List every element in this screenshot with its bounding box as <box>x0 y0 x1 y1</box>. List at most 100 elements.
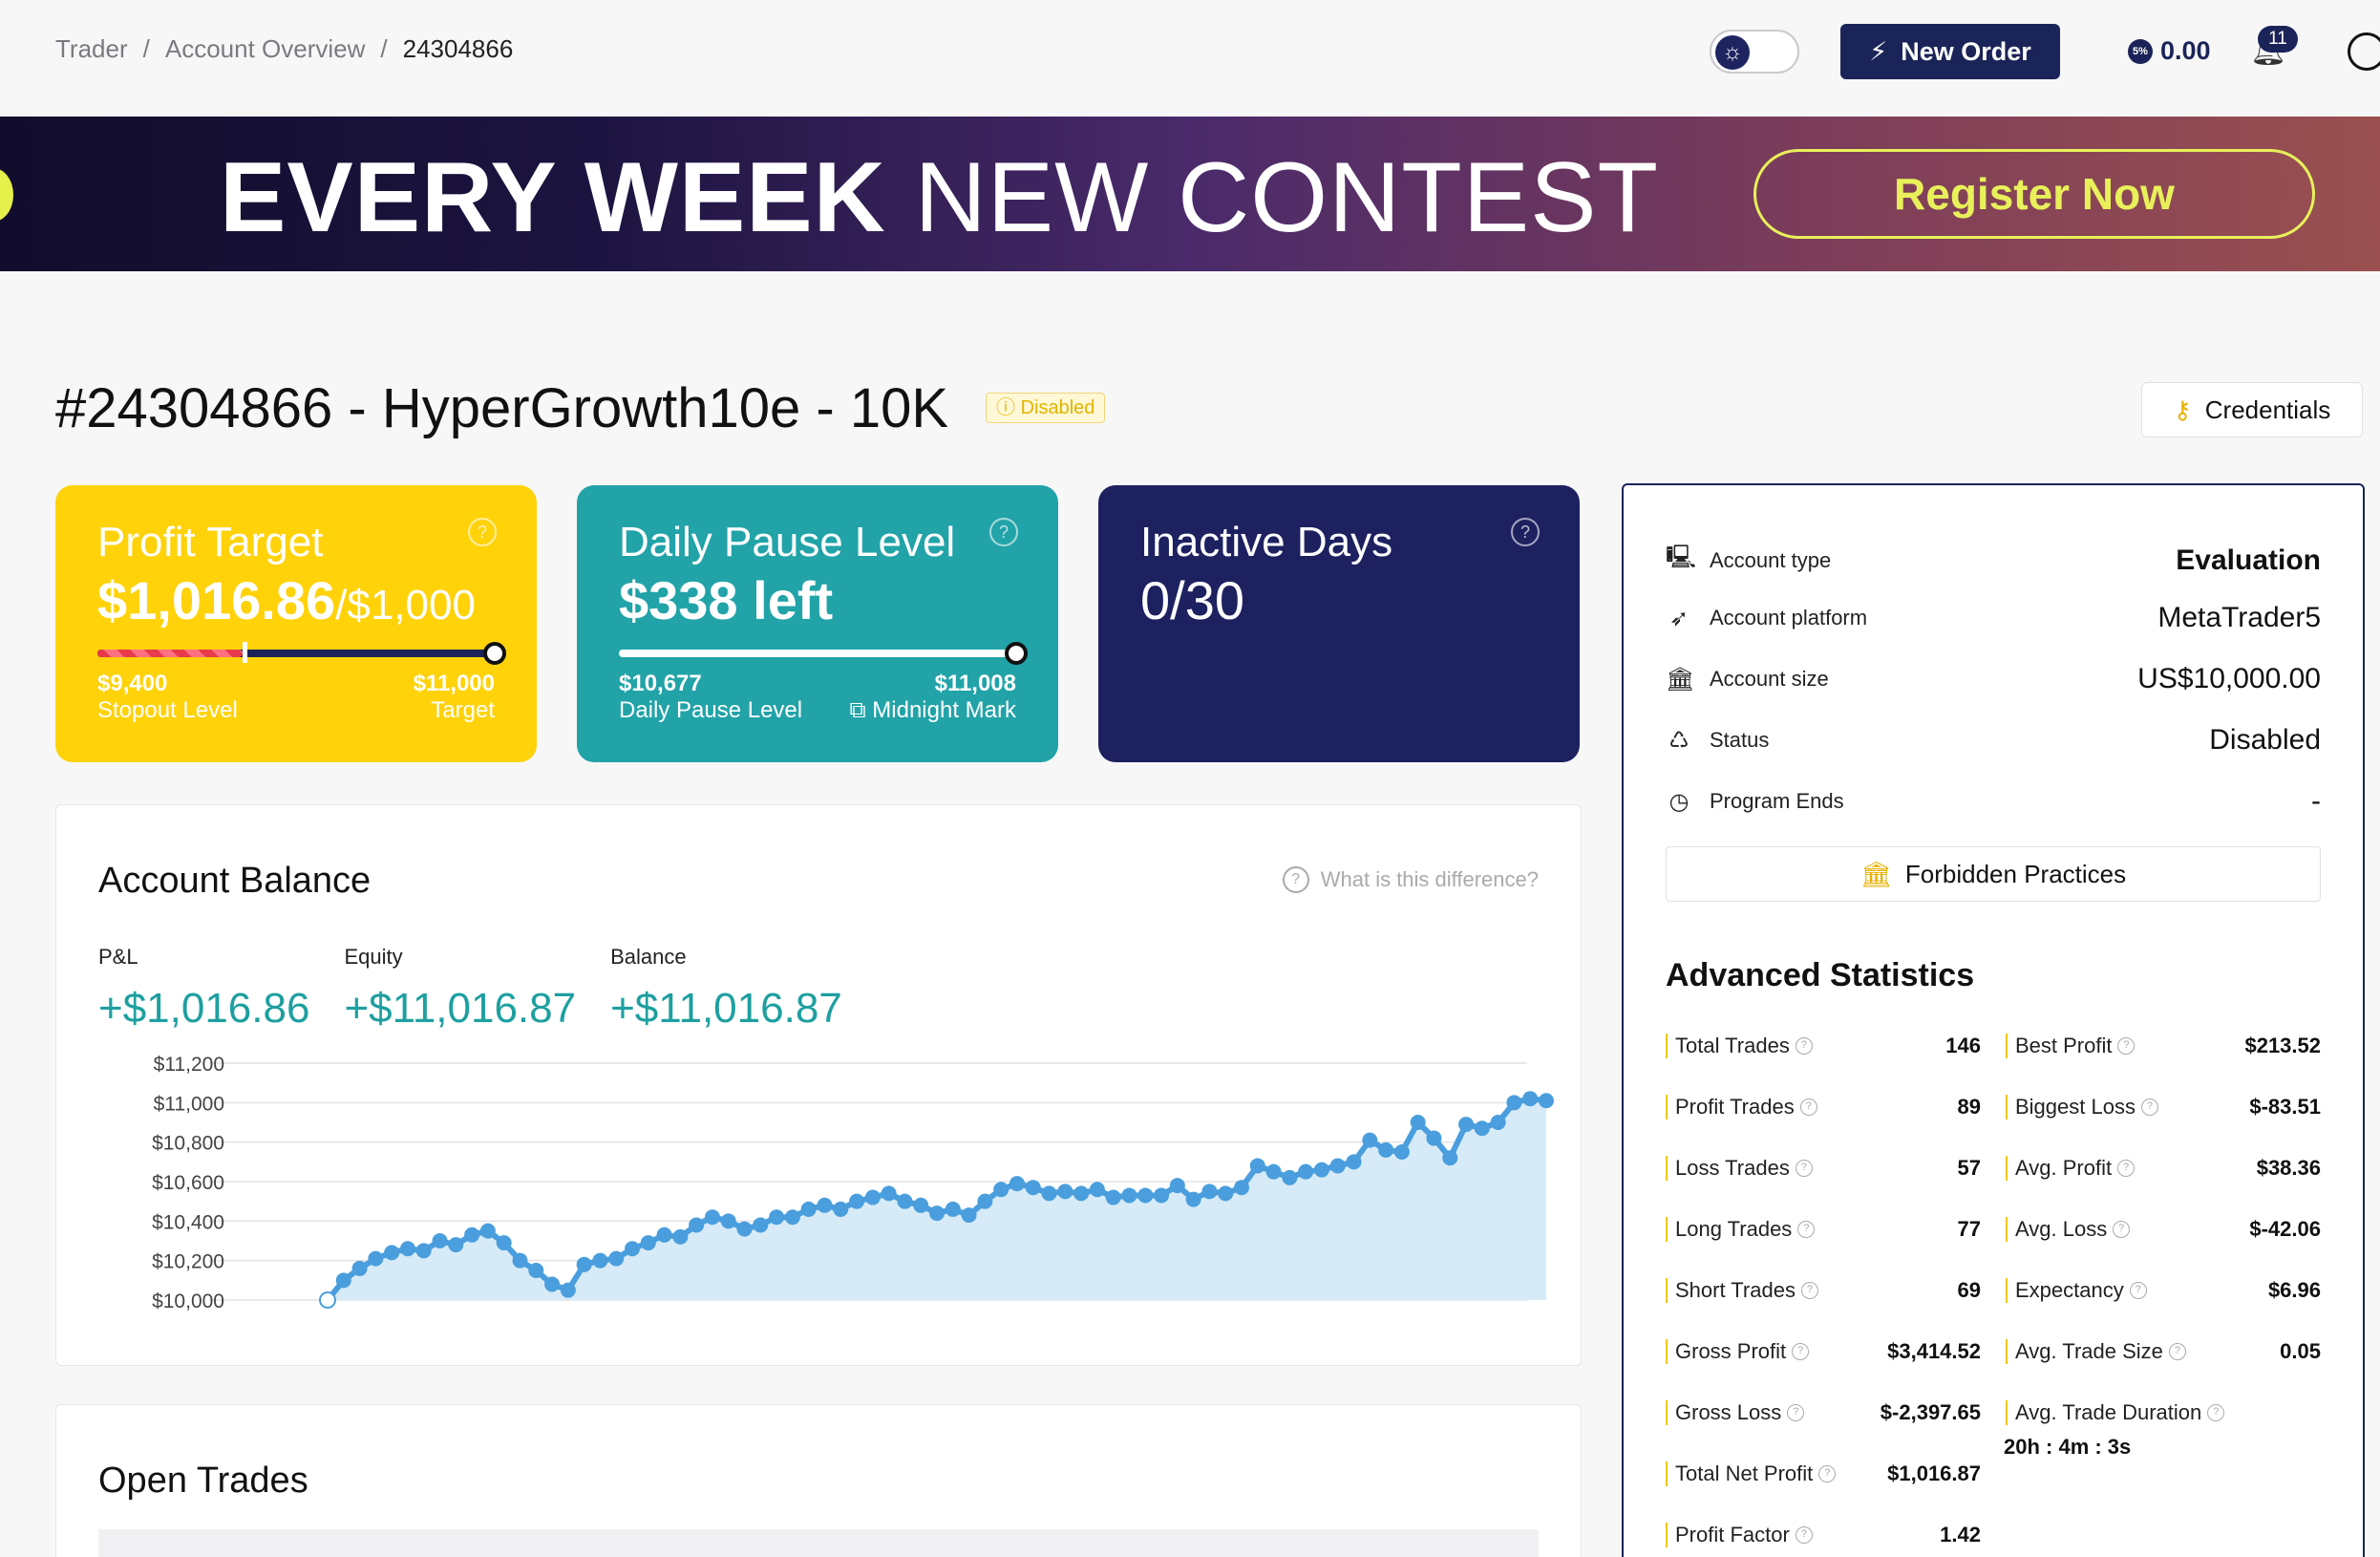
data-point[interactable] <box>864 1189 881 1205</box>
data-point[interactable] <box>1025 1180 1041 1196</box>
data-point[interactable] <box>1426 1130 1442 1146</box>
help-icon[interactable]: ? <box>2140 1098 2158 1116</box>
data-point[interactable] <box>576 1256 592 1272</box>
data-point[interactable] <box>496 1235 512 1251</box>
data-point[interactable] <box>1298 1163 1314 1180</box>
data-point[interactable] <box>1105 1189 1121 1205</box>
data-point[interactable] <box>1185 1191 1201 1207</box>
data-point[interactable] <box>464 1226 480 1243</box>
balance-chart[interactable]: $10,000 $10,200 $10,400 $10,600 $10,800 $11,0… <box>85 1040 1556 1346</box>
data-point[interactable] <box>784 1209 800 1226</box>
help-icon[interactable]: ? <box>2168 1343 2186 1360</box>
data-point[interactable] <box>817 1197 833 1213</box>
help-icon[interactable]: ? <box>2207 1404 2225 1421</box>
help-icon[interactable]: ? <box>2117 1160 2136 1177</box>
breadcrumb-item-account-overview[interactable]: Account Overview <box>164 34 366 63</box>
data-point[interactable] <box>479 1223 496 1239</box>
help-icon[interactable]: ? <box>1787 1404 1805 1421</box>
data-point[interactable] <box>1169 1178 1185 1194</box>
breadcrumb-item-trader[interactable]: Trader <box>55 34 128 63</box>
help-icon[interactable]: ? <box>1818 1465 1837 1482</box>
user-avatar-icon[interactable] <box>2348 32 2380 71</box>
theme-toggle[interactable]: ☼ <box>1710 30 1799 74</box>
data-point[interactable] <box>1458 1117 1475 1133</box>
data-point[interactable] <box>1234 1180 1249 1196</box>
data-point[interactable] <box>1329 1158 1346 1174</box>
data-point[interactable] <box>625 1241 640 1257</box>
data-point[interactable] <box>913 1197 929 1213</box>
data-point[interactable] <box>1539 1093 1554 1109</box>
credentials-button[interactable]: ⚷ Credentials <box>2141 382 2363 437</box>
data-point[interactable] <box>1041 1185 1057 1202</box>
data-point[interactable] <box>1410 1115 1426 1130</box>
data-point[interactable] <box>368 1250 384 1267</box>
data-point[interactable] <box>384 1245 400 1261</box>
data-point[interactable] <box>1474 1120 1490 1137</box>
data-point[interactable] <box>1057 1184 1073 1200</box>
data-point[interactable] <box>415 1243 432 1259</box>
difference-help-link[interactable]: ? What is this difference? <box>1282 866 1539 893</box>
data-point[interactable] <box>833 1201 849 1217</box>
data-point[interactable] <box>800 1201 817 1217</box>
new-order-button[interactable]: ⚡ New Order <box>1840 24 2060 79</box>
data-point[interactable] <box>528 1263 544 1278</box>
data-point[interactable] <box>1249 1158 1265 1174</box>
data-point[interactable] <box>1137 1187 1154 1204</box>
help-icon[interactable]: ? <box>1795 1526 1813 1544</box>
external-link-icon[interactable]: ⧉ <box>849 697 873 723</box>
help-icon[interactable]: ? <box>1800 1282 1818 1299</box>
data-point[interactable] <box>769 1209 785 1226</box>
wallet-balance[interactable]: 5% 0.00 <box>2128 36 2211 66</box>
data-point[interactable] <box>1346 1154 1362 1170</box>
data-point[interactable] <box>608 1250 625 1267</box>
data-point[interactable] <box>1218 1185 1234 1202</box>
data-point[interactable] <box>640 1235 656 1251</box>
data-point[interactable] <box>1265 1163 1282 1180</box>
help-icon[interactable]: ? <box>1795 1037 1813 1055</box>
data-point[interactable] <box>1009 1176 1025 1192</box>
help-icon[interactable]: ? <box>1511 518 1540 546</box>
data-point[interactable] <box>672 1228 689 1245</box>
data-point[interactable] <box>1154 1187 1170 1204</box>
data-point[interactable] <box>1378 1141 1394 1158</box>
forbidden-practices-button[interactable]: 🏛︎ Forbidden Practices <box>1666 846 2321 902</box>
data-point[interactable] <box>512 1252 528 1269</box>
help-icon[interactable]: ? <box>1792 1343 1810 1360</box>
data-point[interactable] <box>736 1221 753 1237</box>
data-point[interactable] <box>351 1260 368 1276</box>
data-point[interactable] <box>1313 1162 1329 1178</box>
data-point[interactable] <box>1201 1184 1218 1200</box>
data-point[interactable] <box>1506 1095 1522 1111</box>
data-point[interactable] <box>977 1193 993 1209</box>
data-point[interactable] <box>592 1252 608 1269</box>
data-point[interactable] <box>945 1201 961 1217</box>
help-icon[interactable]: ? <box>2117 1037 2136 1055</box>
data-point[interactable] <box>753 1217 769 1233</box>
help-icon[interactable]: ? <box>468 518 497 546</box>
data-point[interactable] <box>689 1217 705 1233</box>
data-point[interactable] <box>335 1272 351 1289</box>
help-icon[interactable]: ? <box>1799 1098 1817 1116</box>
data-point[interactable] <box>1089 1182 1105 1198</box>
data-point[interactable] <box>720 1213 736 1229</box>
data-point[interactable] <box>929 1205 945 1222</box>
data-point[interactable] <box>849 1193 865 1209</box>
help-icon[interactable]: ? <box>2129 1282 2147 1299</box>
help-icon[interactable]: ? <box>2113 1221 2131 1238</box>
data-point[interactable] <box>897 1193 913 1209</box>
data-point[interactable] <box>544 1276 561 1292</box>
data-point[interactable] <box>319 1291 336 1309</box>
data-point[interactable] <box>1282 1169 1298 1185</box>
data-point[interactable] <box>1362 1132 1378 1148</box>
data-point[interactable] <box>399 1241 415 1257</box>
data-point[interactable] <box>448 1237 464 1253</box>
data-point[interactable] <box>1393 1144 1410 1160</box>
data-point[interactable] <box>560 1282 576 1298</box>
contest-banner[interactable]: EVERY WEEK NEW CONTEST Register Now <box>0 117 2380 271</box>
register-now-button[interactable]: Register Now <box>1753 149 2315 239</box>
data-point[interactable] <box>1490 1115 1506 1130</box>
data-point[interactable] <box>656 1226 672 1243</box>
data-point[interactable] <box>1073 1185 1090 1202</box>
data-point[interactable] <box>1121 1187 1137 1204</box>
data-point[interactable] <box>993 1182 1009 1198</box>
